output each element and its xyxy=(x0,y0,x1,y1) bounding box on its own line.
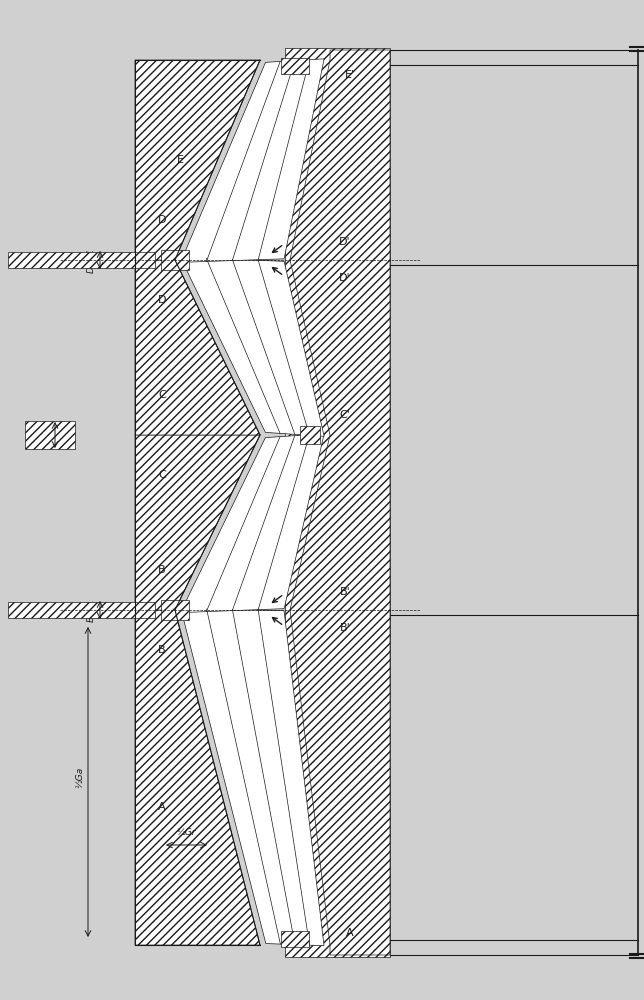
Text: ½Gr: ½Gr xyxy=(176,828,196,837)
Text: D': D' xyxy=(339,273,351,283)
Polygon shape xyxy=(181,609,324,946)
Polygon shape xyxy=(135,260,260,435)
Polygon shape xyxy=(25,421,75,449)
Polygon shape xyxy=(8,602,155,618)
Polygon shape xyxy=(180,434,324,613)
Text: B: B xyxy=(158,645,166,655)
Text: C1C1: C1C1 xyxy=(42,423,51,447)
Polygon shape xyxy=(161,250,189,270)
Polygon shape xyxy=(135,435,260,610)
Text: C': C' xyxy=(339,410,350,420)
Text: C: C xyxy=(158,390,166,400)
Text: ½Ga: ½Ga xyxy=(75,767,84,788)
Text: B1B1: B1B1 xyxy=(87,598,96,622)
Text: D1D1: D1D1 xyxy=(87,247,96,273)
Text: B: B xyxy=(158,565,166,575)
Polygon shape xyxy=(290,50,390,955)
Polygon shape xyxy=(180,59,324,262)
Text: D: D xyxy=(158,215,166,225)
Polygon shape xyxy=(135,610,260,945)
Text: E: E xyxy=(176,155,184,165)
Polygon shape xyxy=(300,426,320,444)
Text: B': B' xyxy=(339,623,350,633)
Polygon shape xyxy=(161,600,189,620)
Polygon shape xyxy=(281,931,309,947)
Text: D': D' xyxy=(339,237,351,247)
Text: B': B' xyxy=(339,587,350,597)
Polygon shape xyxy=(135,60,260,260)
Polygon shape xyxy=(180,257,324,436)
Text: D: D xyxy=(158,295,166,305)
Polygon shape xyxy=(281,58,309,74)
Text: A: A xyxy=(346,928,354,938)
Text: C: C xyxy=(158,470,166,480)
Text: A: A xyxy=(158,802,166,812)
Polygon shape xyxy=(8,252,155,268)
Text: E': E' xyxy=(345,70,355,80)
Polygon shape xyxy=(285,48,390,957)
